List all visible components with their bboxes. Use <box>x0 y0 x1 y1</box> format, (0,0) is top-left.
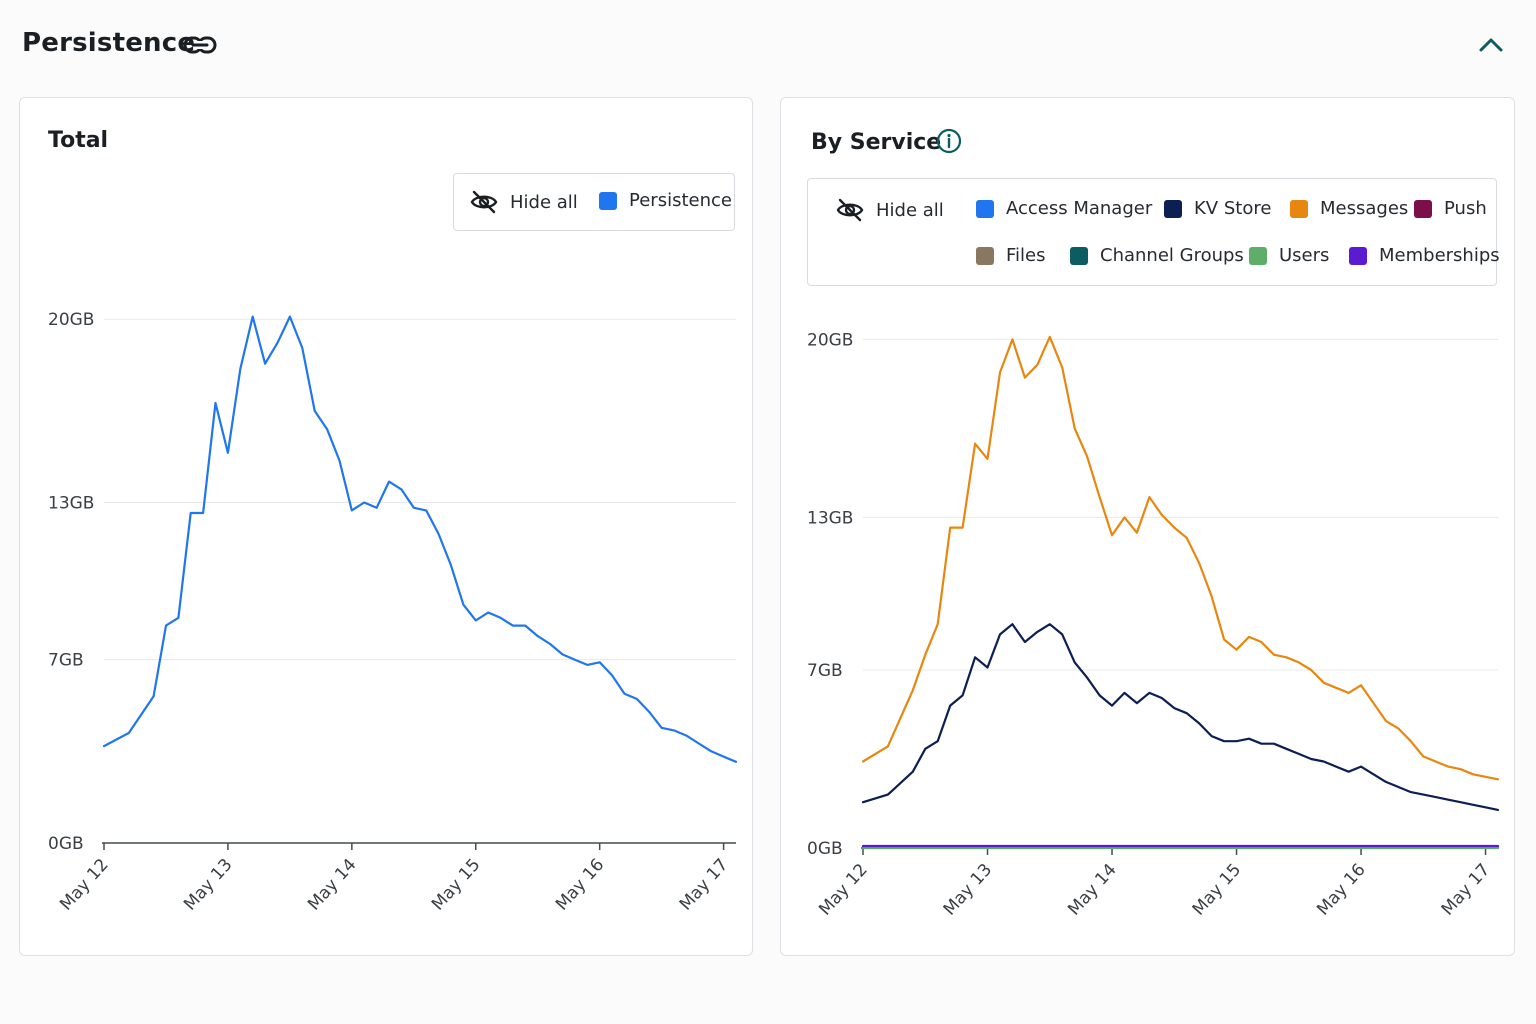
x-tick-label: May 13 <box>180 855 236 915</box>
y-tick-label: 13GB <box>48 494 94 514</box>
legend-swatch <box>599 191 617 210</box>
x-tick-label: May 12 <box>815 860 871 920</box>
total-card-title: Total <box>48 128 109 153</box>
x-tick-label: May 16 <box>1313 860 1369 920</box>
legend-item-kv-store[interactable]: KV Store <box>1164 198 1271 219</box>
legend-label: Channel Groups <box>1100 245 1244 266</box>
legend-item-messages[interactable]: Messages <box>1290 198 1408 219</box>
series-line-messages <box>861 335 1500 781</box>
y-tick-label: 20GB <box>48 310 94 330</box>
x-tick-label: May 15 <box>428 855 484 915</box>
series-line-kv-store <box>861 623 1500 812</box>
x-tick-label: May 17 <box>676 855 732 915</box>
by-service-card: By Service Hide all Access Manager KV St… <box>780 97 1515 956</box>
y-tick-label: 0GB <box>48 834 84 854</box>
total-legend: Hide all Persistence <box>453 173 735 231</box>
page-title: Persistence <box>22 28 196 58</box>
legend-swatch <box>1349 246 1367 265</box>
legend-label: Push <box>1444 198 1487 219</box>
legend-label: Persistence <box>629 190 732 211</box>
total-line-chart: 0GB 7GB 13GB 20GB May 12 May 13 May 14 May 15 Ma… <box>48 310 738 915</box>
legend-swatch <box>1290 199 1308 218</box>
x-tick-label: May 16 <box>552 855 608 915</box>
series-line-persistence <box>102 315 738 763</box>
y-tick-label: 20GB <box>807 330 853 350</box>
y-tick-label: 7GB <box>48 651 84 671</box>
eye-off-icon <box>836 198 864 222</box>
legend-swatch <box>1414 199 1432 218</box>
eye-off-icon <box>470 190 498 214</box>
x-tick-label: May 17 <box>1438 860 1494 920</box>
hide-all-button[interactable]: Hide all <box>470 190 578 214</box>
hide-all-button[interactable]: Hide all <box>836 198 944 222</box>
by-service-line-chart: 0GB 7GB 13GB 20GB May 12 May 13 May 14 May 15 Ma… <box>807 330 1500 920</box>
y-tick-label: 7GB <box>807 661 843 681</box>
legend-label: KV Store <box>1194 198 1272 219</box>
legend-item-access-manager[interactable]: Access Manager <box>976 198 1152 219</box>
by-service-legend: Hide all Access Manager KV Store Message… <box>807 178 1500 286</box>
x-tick-label: May 13 <box>940 860 996 920</box>
hide-all-label: Hide all <box>510 191 578 213</box>
legend-item-persistence[interactable]: Persistence <box>599 190 732 211</box>
hide-all-label: Hide all <box>876 199 944 221</box>
legend-item-users[interactable]: Users <box>1249 245 1329 266</box>
legend-swatch <box>976 246 994 265</box>
x-tick-label: May 12 <box>56 855 112 915</box>
legend-item-channel-groups[interactable]: Channel Groups <box>1070 245 1244 266</box>
chevron-up-icon[interactable] <box>1476 30 1506 60</box>
legend-swatch <box>976 199 994 218</box>
x-tick-label: May 14 <box>304 855 360 915</box>
legend-item-files[interactable]: Files <box>976 245 1046 266</box>
link-icon[interactable] <box>183 32 217 58</box>
legend-label: Files <box>1006 245 1046 266</box>
legend-item-push[interactable]: Push <box>1414 198 1487 219</box>
legend-swatch <box>1249 246 1267 265</box>
legend-item-memberships[interactable]: Memberships <box>1349 245 1500 266</box>
legend-label: Memberships <box>1379 245 1500 266</box>
legend-label: Users <box>1279 245 1330 266</box>
info-icon[interactable] <box>936 128 962 154</box>
y-tick-label: 13GB <box>807 508 853 528</box>
y-tick-label: 0GB <box>807 839 843 859</box>
total-card: Total Hide all Persistence 0GB 7GB 13GB 20G… <box>19 97 753 956</box>
legend-label: Messages <box>1320 198 1409 219</box>
by-service-card-title: By Service <box>811 130 942 155</box>
x-tick-label: May 15 <box>1189 860 1245 920</box>
legend-swatch <box>1164 199 1182 218</box>
x-tick-label: May 14 <box>1064 860 1120 920</box>
legend-swatch <box>1070 246 1088 265</box>
legend-label: Access Manager <box>1006 198 1153 219</box>
